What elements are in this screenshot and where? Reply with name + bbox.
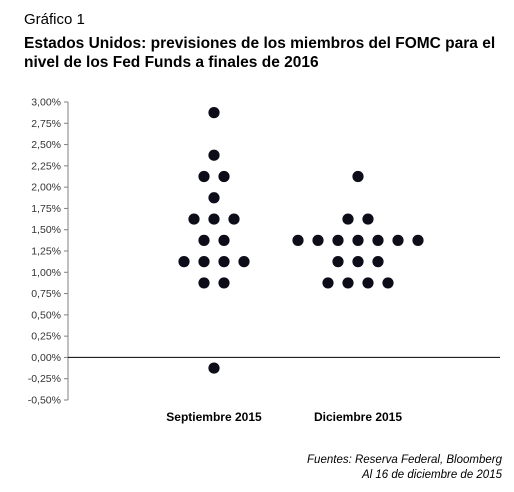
data-point bbox=[352, 234, 364, 246]
chart-title: Estados Unidos: previsiones de los miemb… bbox=[24, 35, 496, 71]
y-tick-label: -0,50% bbox=[28, 395, 61, 407]
data-point bbox=[218, 170, 230, 183]
data-point bbox=[332, 256, 344, 268]
x-category-label: Diciembre 2015 bbox=[314, 410, 402, 424]
date-note: Al 16 de diciembre de 2015 bbox=[361, 469, 502, 481]
data-point bbox=[198, 256, 210, 268]
data-point bbox=[208, 213, 220, 225]
data-point bbox=[352, 256, 364, 268]
data-point bbox=[292, 234, 304, 246]
y-tick-label: 0,75% bbox=[31, 288, 61, 300]
data-point bbox=[198, 170, 210, 183]
data-point bbox=[218, 256, 230, 268]
data-point bbox=[322, 277, 334, 289]
data-point bbox=[208, 107, 220, 119]
data-point bbox=[342, 277, 354, 289]
data-point bbox=[198, 234, 210, 246]
data-point bbox=[372, 234, 384, 246]
data-point bbox=[362, 277, 374, 289]
y-tick-label: 2,50% bbox=[31, 139, 61, 151]
y-tick-label: 2,75% bbox=[31, 118, 61, 130]
data-point bbox=[362, 213, 374, 225]
data-point bbox=[198, 277, 210, 289]
data-point bbox=[208, 149, 220, 161]
data-point bbox=[238, 256, 250, 268]
source-note: Fuentes: Reserva Federal, Bloomberg bbox=[307, 454, 502, 466]
data-point bbox=[342, 213, 354, 225]
data-point bbox=[312, 234, 324, 246]
figure-label: Gráfico 1 bbox=[24, 11, 85, 28]
data-point bbox=[352, 170, 364, 183]
data-point bbox=[208, 192, 220, 204]
data-point bbox=[178, 256, 190, 268]
y-tick-label: 1,00% bbox=[31, 267, 61, 279]
y-tick-label: 0,00% bbox=[31, 352, 61, 364]
data-point bbox=[382, 277, 394, 289]
y-tick-label: 3,00% bbox=[31, 97, 61, 109]
data-point bbox=[188, 213, 200, 225]
y-tick-label: 0,50% bbox=[31, 309, 61, 321]
y-tick-label: 1,25% bbox=[31, 246, 61, 258]
data-point bbox=[208, 362, 220, 374]
data-point bbox=[332, 234, 344, 246]
data-point bbox=[392, 234, 404, 246]
y-tick-label: 1,50% bbox=[31, 224, 61, 236]
y-tick-label: 2,25% bbox=[31, 160, 61, 172]
x-category-label: Septiembre 2015 bbox=[166, 410, 262, 424]
data-point bbox=[218, 234, 230, 246]
y-tick-label: 0,25% bbox=[31, 331, 61, 343]
y-tick-label: 1,75% bbox=[31, 203, 61, 215]
data-point bbox=[412, 234, 424, 246]
y-tick-label: 2,00% bbox=[31, 182, 61, 194]
data-point bbox=[218, 277, 230, 289]
y-tick-label: -0,25% bbox=[28, 373, 61, 385]
data-point bbox=[228, 213, 240, 225]
data-point bbox=[372, 256, 384, 268]
